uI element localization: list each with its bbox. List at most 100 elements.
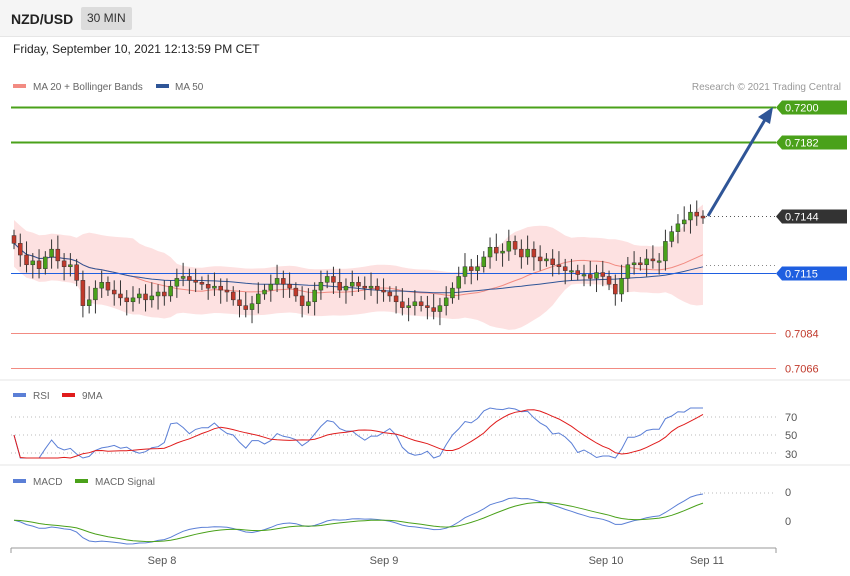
legend-label-rsi: RSI [33, 391, 50, 402]
candle [638, 256, 643, 271]
candle [218, 278, 223, 304]
candle [581, 264, 587, 287]
candle [174, 268, 180, 298]
legend-label-macd-signal: MACD Signal [95, 477, 155, 488]
candle [443, 286, 449, 316]
candle [61, 253, 67, 281]
candle [519, 239, 524, 269]
candle [700, 210, 706, 224]
candle [556, 251, 562, 275]
candle [512, 235, 518, 256]
candle [237, 290, 242, 318]
macd-level-label: 0 [785, 516, 791, 528]
forecast-arrow [706, 107, 773, 217]
candle [124, 290, 129, 316]
candle [312, 282, 317, 316]
candle [249, 295, 255, 324]
rsi-legend: RSI 9MA [13, 391, 103, 402]
x-tick-label: Sep 9 [370, 555, 399, 567]
candle [187, 268, 192, 294]
candle [613, 274, 618, 306]
legend-swatch-macd-signal [75, 479, 88, 483]
candle [168, 280, 173, 302]
candle [575, 264, 580, 281]
candle [155, 284, 161, 310]
candle [681, 206, 687, 232]
candle [368, 272, 374, 296]
level-label: 0.7115 [785, 269, 818, 281]
x-tick-label: Sep 8 [148, 555, 177, 567]
candle [644, 249, 649, 277]
candle [68, 253, 73, 277]
candle [594, 264, 599, 293]
candle [74, 258, 79, 287]
candle [393, 286, 399, 314]
candle [425, 295, 430, 320]
candle [625, 256, 631, 293]
candle [130, 286, 136, 312]
candle [281, 270, 286, 298]
x-tick-label: Sep 11 [690, 555, 724, 567]
macd-legend: MACD MACD Signal [13, 477, 155, 488]
legend-label-ma50: MA 50 [175, 82, 204, 93]
candle [111, 280, 117, 306]
candle [506, 229, 512, 261]
candle [274, 264, 280, 293]
candle [43, 251, 48, 275]
rsi-line [13, 407, 703, 459]
resistance-tag [776, 100, 847, 115]
candle [437, 297, 443, 326]
candle [137, 288, 142, 304]
candle [544, 253, 549, 267]
candle [324, 270, 330, 289]
candle [525, 235, 530, 265]
candle [663, 229, 668, 271]
timeframe-button[interactable]: 30 MIN [81, 7, 132, 30]
candle [343, 278, 349, 304]
candle [537, 245, 543, 271]
candle [293, 282, 299, 302]
x-axis: Sep 8 Sep 9 Sep 10 Sep 11 [10, 547, 777, 567]
candle [694, 200, 699, 226]
candle [205, 274, 211, 300]
candle [193, 268, 198, 293]
candle [80, 270, 86, 318]
legend-swatch-macd [13, 479, 26, 483]
candle [550, 249, 555, 277]
candle [588, 260, 593, 287]
price-levels: 0.7200 0.7182 0.7144 0.7115 0.7084 0.7066 [11, 100, 847, 376]
symbol-label: NZD/USD [11, 11, 74, 27]
candle [306, 288, 311, 314]
candle [36, 249, 42, 279]
macd-signal-line [13, 501, 704, 543]
candle [375, 278, 380, 304]
level-label: 0.7066 [785, 364, 819, 376]
candle [24, 241, 29, 273]
datetime-label: Friday, September 10, 2021 12:13:59 PM C… [13, 42, 260, 56]
level-label: 0.7200 [785, 103, 819, 115]
candle [650, 245, 656, 269]
rsi-level-label: 30 [785, 449, 797, 461]
candle [337, 268, 342, 298]
candle [631, 251, 637, 275]
candle [387, 286, 393, 302]
candle [688, 204, 693, 234]
legend-label-macd: MACD [33, 477, 62, 488]
level-label: 0.7084 [785, 329, 819, 341]
current-price-tag [776, 209, 847, 224]
level-label: 0.7182 [785, 138, 819, 150]
candle [299, 286, 305, 318]
legend-swatch-rsi [13, 393, 26, 397]
candle [418, 295, 424, 312]
candle [262, 284, 267, 300]
candle [381, 278, 386, 302]
main-legend: MA 20 + Bollinger Bands MA 50 [13, 82, 204, 93]
bollinger-band [14, 204, 703, 330]
candle [562, 258, 568, 285]
candle [362, 276, 368, 300]
legend-swatch-ma20 [13, 84, 26, 88]
candle [619, 264, 624, 302]
resistance-tag [776, 135, 847, 150]
candle [569, 258, 574, 281]
